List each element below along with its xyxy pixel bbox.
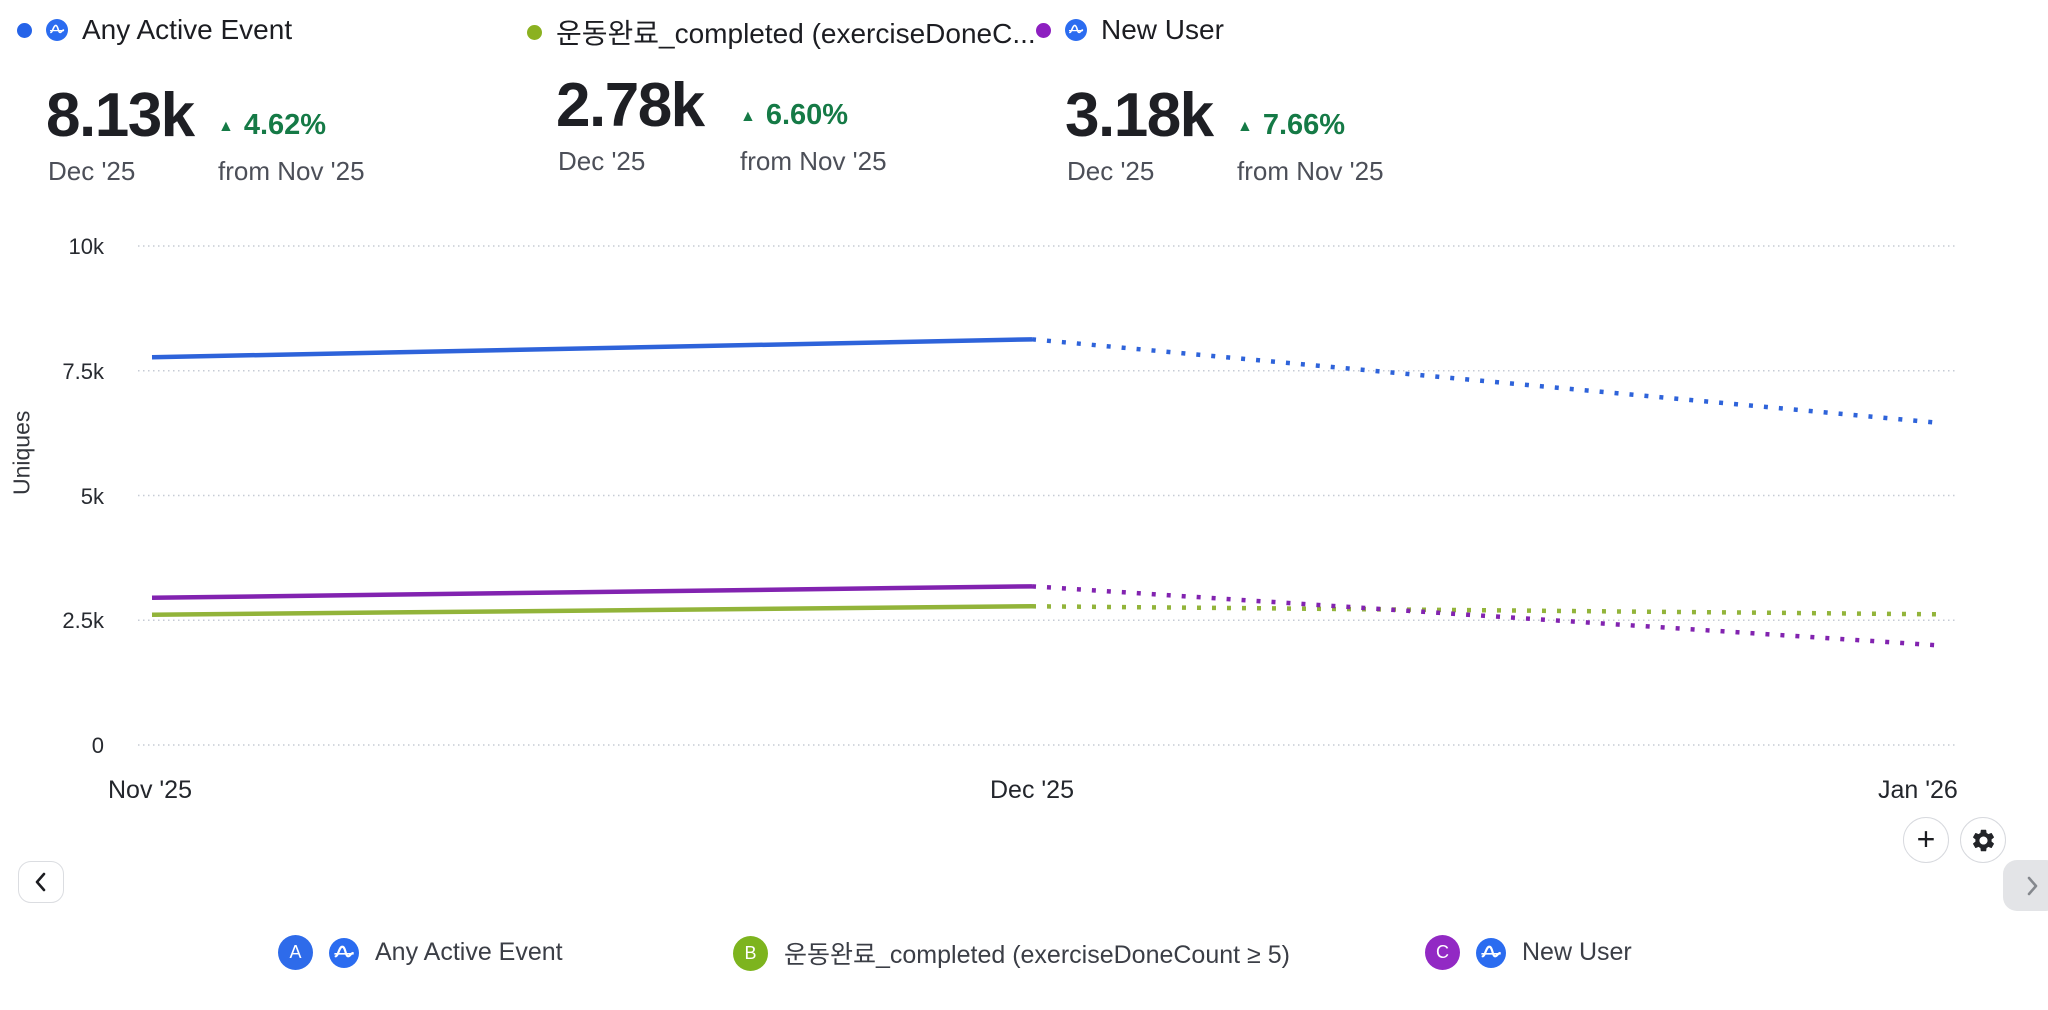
- metric-compare: from Nov '25: [218, 156, 365, 186]
- series-color-dot: [1036, 22, 1051, 38]
- legend-badge-c: C: [1425, 935, 1460, 970]
- delta-up-icon: ▲: [1237, 117, 1253, 135]
- amplitude-app-icon: [1476, 937, 1506, 968]
- amplitude-app-icon: [1065, 19, 1087, 41]
- series-line-projected: [1031, 604, 1937, 617]
- legend-item-new-user[interactable]: C New User: [1425, 935, 1632, 970]
- series-line-solid: [151, 604, 1033, 618]
- legend-label: Any Active Event: [375, 938, 563, 966]
- legend-label: 운동완료_completed (exerciseDoneCount ≥ 5): [784, 941, 1290, 969]
- y-axis-title: Uniques: [8, 410, 35, 495]
- gear-icon: [1972, 829, 1994, 851]
- x-tick-Nov25: Nov '25: [108, 776, 192, 804]
- y-tick-5k: 5k: [80, 483, 104, 509]
- amplitude-app-icon: [329, 937, 359, 968]
- metric-compare: from Nov '25: [740, 146, 887, 176]
- delta-value: 4.62%: [243, 109, 327, 141]
- series-header-label: New User: [1101, 14, 1224, 45]
- metric-period: Dec '25: [48, 156, 136, 186]
- series-line-solid: [151, 584, 1033, 601]
- series-header-any-active-event: Any Active Event: [17, 14, 292, 46]
- delta-value: 7.66%: [1262, 109, 1346, 141]
- legend-item-any-active-event[interactable]: A Any Active Event: [278, 935, 563, 970]
- delta-up-icon: ▲: [218, 117, 234, 135]
- y-tick-2.5k: 2.5k: [62, 608, 104, 634]
- delta-value: 6.60%: [765, 99, 849, 131]
- add-annotation-button[interactable]: +: [1903, 817, 1949, 863]
- plus-icon: +: [1916, 821, 1936, 857]
- chevron-right-icon: [2027, 876, 2037, 895]
- series-line-projected: [1031, 584, 1937, 648]
- x-tick-Dec25: Dec '25: [990, 776, 1074, 804]
- amplitude-app-icon: [46, 19, 68, 41]
- series-header-exercise-completed: 운동완료_completed (exerciseDoneC...: [527, 12, 1036, 52]
- chevron-left-icon: [35, 872, 46, 892]
- metric-delta: ▲ 4.62%: [218, 109, 326, 142]
- collapse-panel-button[interactable]: [18, 861, 64, 903]
- legend-item-exercise-completed[interactable]: B 운동완료_completed (exerciseDoneCount ≥ 5): [733, 935, 1290, 971]
- series-header-label: Any Active Event: [82, 14, 293, 45]
- chart-settings-button[interactable]: [1960, 817, 2006, 863]
- series-line-solid: [151, 337, 1033, 360]
- metric-period: Dec '25: [558, 146, 646, 176]
- series-color-dot: [527, 24, 542, 40]
- legend-label: New User: [1522, 938, 1632, 966]
- series-header-label: 운동완료_completed (exerciseDoneC...: [556, 18, 1036, 49]
- metric-value: 8.13k: [46, 81, 195, 150]
- metric-period: Dec '25: [1067, 156, 1155, 186]
- metric-compare: from Nov '25: [1237, 156, 1384, 186]
- metric-value: 2.78k: [556, 71, 705, 140]
- y-tick-0: 0: [91, 733, 104, 758]
- next-page-button[interactable]: [2003, 860, 2048, 911]
- delta-up-icon: ▲: [740, 107, 756, 125]
- series-header-new-user: New User: [1036, 14, 1224, 46]
- metric-value: 3.18k: [1065, 81, 1214, 150]
- series-line-projected: [1031, 337, 1937, 425]
- metric-delta: ▲ 6.60%: [740, 99, 848, 132]
- x-tick-Jan26: Jan '26: [1878, 776, 1958, 804]
- legend-badge-a: A: [278, 935, 313, 970]
- legend-badge-b: B: [733, 935, 768, 971]
- y-tick-7.5k: 7.5k: [62, 358, 104, 384]
- y-tick-10k: 10k: [68, 234, 104, 259]
- series-color-dot: [17, 22, 32, 38]
- metric-delta: ▲ 7.66%: [1237, 109, 1345, 142]
